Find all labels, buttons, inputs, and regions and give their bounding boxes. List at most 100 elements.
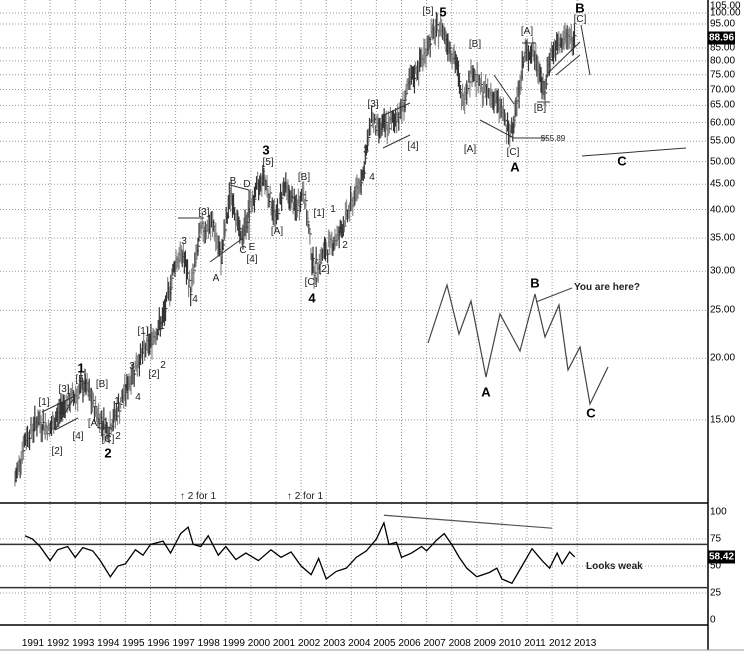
wave-label: [C] [573, 14, 587, 25]
wave-label: [B] [533, 103, 547, 114]
year-tick-label: 1993 [72, 638, 95, 649]
wave-label: 5 [439, 4, 447, 20]
wave-label: [5] [422, 6, 434, 17]
wave-label: [3] [58, 384, 70, 395]
wave-label: 2 [160, 360, 166, 371]
stock-split-note: ↑ 2 for 1 [179, 491, 217, 502]
year-tick-label: 2009 [473, 638, 496, 649]
year-tick-label: 2000 [247, 638, 271, 649]
wave-label: D [243, 179, 251, 190]
wave-label: [2] [51, 446, 63, 457]
you-are-here-callout: You are here? [574, 282, 640, 293]
year-tick-label: 2007 [423, 638, 446, 649]
wave-label: 2 [115, 431, 121, 442]
wave-label: [B] [95, 379, 109, 390]
wave-label: 1 [159, 321, 165, 332]
wave-label: [A] [270, 226, 284, 237]
price-tick-label: 20.00 [710, 352, 736, 364]
wave-label: [C] [101, 434, 115, 445]
wave-label: B [575, 0, 585, 16]
wave-label: [B] [297, 172, 311, 183]
wave-label: 3 [363, 145, 369, 156]
wave-label: [5] [75, 374, 87, 385]
year-tick-label: 1998 [197, 638, 220, 649]
wave-trendline [383, 102, 411, 116]
wave-label: 3 [262, 142, 270, 158]
price-tick-label: 60.00 [710, 117, 736, 129]
projection-path [427, 282, 609, 406]
price-tick-label: 30.00 [710, 265, 736, 277]
price-tick-label: 100.00 [710, 7, 741, 19]
wave-trendline [493, 74, 515, 105]
year-tick-label: 2013 [574, 638, 597, 649]
wave-label: [5] [262, 157, 274, 168]
year-tick-label: 1999 [222, 638, 245, 649]
wave-label: [4] [246, 254, 258, 265]
wave-trendline [580, 24, 591, 76]
wave-label: [C] [304, 277, 318, 288]
price-tick-label: 55.00 [710, 135, 736, 147]
wave-label: [A] [463, 144, 477, 155]
wave-label: [1] [137, 326, 149, 337]
rsi-divergence-trendline [383, 514, 553, 529]
wave-label: A [510, 159, 520, 175]
year-tick-label: 1994 [97, 638, 120, 649]
rsi-note: Looks weak [586, 561, 643, 572]
wave-label: 2 [104, 445, 112, 461]
year-tick-label: 2004 [348, 638, 371, 649]
wave-label: 2 [342, 240, 348, 251]
wave-trendline [41, 395, 76, 413]
wave-label: [A] [87, 418, 101, 429]
price-tick-label: 45.00 [710, 178, 736, 190]
price-tick-label: 65.00 [710, 99, 736, 111]
price-tick-label: 85.00 [710, 42, 736, 54]
wave-label: 4 [369, 172, 375, 183]
price-tick-label: 50.00 [710, 156, 736, 168]
wave-trendline [209, 237, 244, 263]
rsi-tick-label: 0 [710, 614, 716, 626]
wave-label: [A] [520, 26, 534, 37]
year-tick-label: 2012 [548, 638, 572, 649]
last-price-badge: 88.96 [708, 31, 736, 45]
year-tick-label: 1992 [46, 638, 70, 649]
wave-trendline [555, 54, 581, 76]
year-tick-label: 2001 [272, 638, 296, 649]
wave-label: 3 [129, 361, 135, 372]
price-tick-label: 95.00 [710, 18, 736, 30]
year-tick-label: 2005 [373, 638, 396, 649]
wave-label: 4 [308, 290, 316, 306]
wave-trendline [54, 417, 79, 431]
wave-label: A [212, 273, 220, 284]
wave-label: C [239, 245, 247, 256]
wave-label: 4 [192, 294, 198, 305]
year-tick-label: 1991 [21, 638, 45, 649]
projection-label-b: B [530, 275, 540, 291]
wave-label: 1 [330, 204, 336, 215]
wave-trendline [479, 119, 515, 139]
wave-label: [1] [38, 397, 50, 408]
wave-trendline [547, 41, 581, 74]
wave-trendline [581, 147, 687, 157]
year-tick-label: 1997 [172, 638, 195, 649]
price-tick-label: 25.00 [710, 304, 736, 316]
wave-label: [3] [367, 99, 379, 110]
price-tick-label: 35.00 [710, 232, 736, 244]
wave-label: [C] [506, 147, 520, 158]
year-tick-label: 2010 [498, 638, 522, 649]
price-tick-label: 70.00 [710, 84, 736, 95]
wave-trendline [229, 184, 250, 191]
rsi-last-value-badge: 58.42 [708, 550, 736, 564]
wave-label: [3] [198, 207, 210, 218]
wave-label: [1] [313, 208, 325, 219]
wave-label: E [248, 242, 256, 253]
year-tick-label: 2002 [297, 638, 321, 649]
price-tick-label: 105.00 [710, 0, 741, 12]
wave-label: [B] [468, 39, 482, 50]
year-tick-label: 2003 [323, 638, 346, 649]
rsi-tick-label: 100 [710, 506, 727, 518]
rsi-tick-label: 50 [710, 560, 722, 572]
wave-label: 4 [135, 392, 141, 403]
price-tick-label: 75.00 [710, 69, 736, 81]
wave-label: [4] [72, 431, 84, 442]
